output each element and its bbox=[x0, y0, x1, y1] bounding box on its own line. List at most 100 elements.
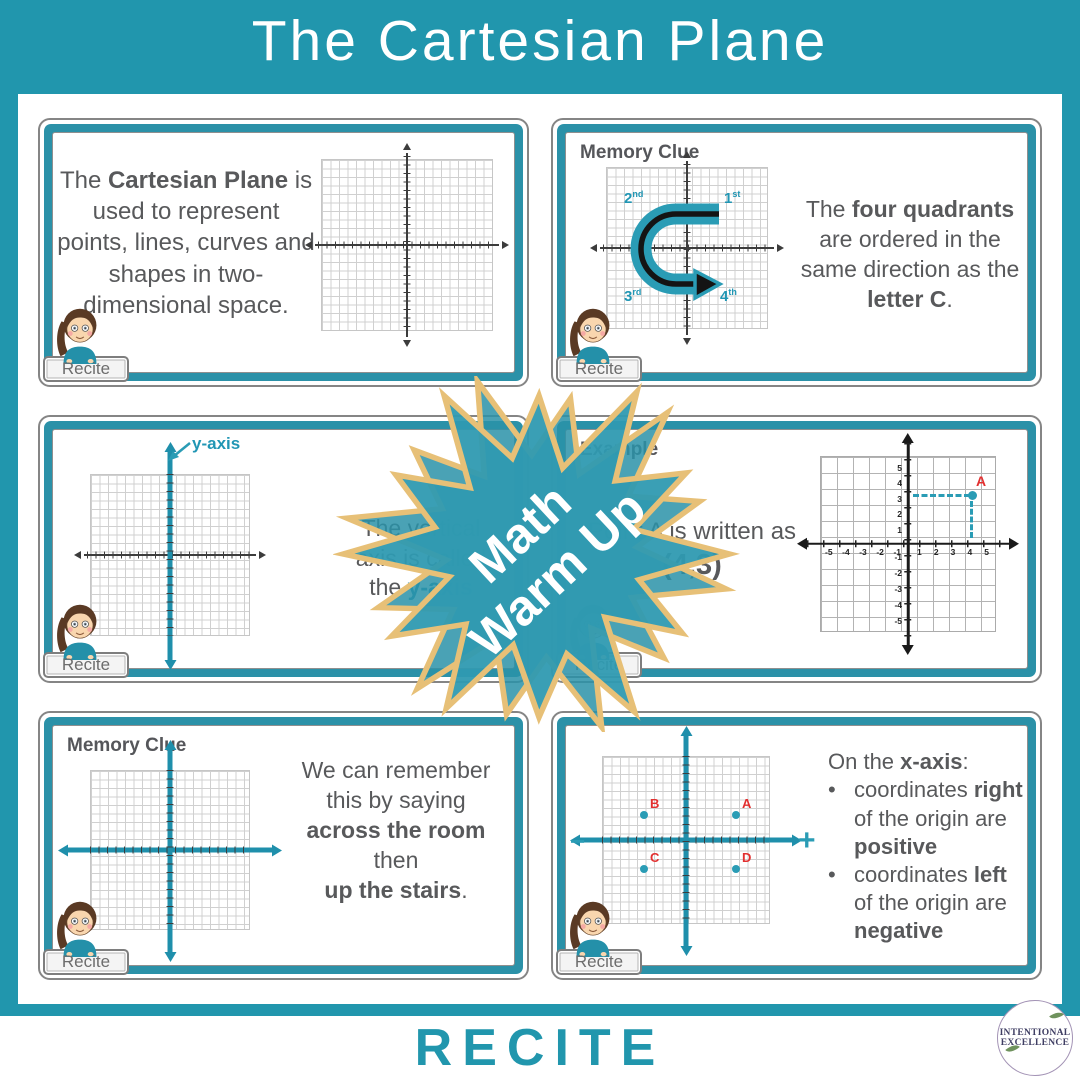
bullet-glyph: • bbox=[828, 861, 836, 887]
slide-6-text: On the x-axis: • coordinates right of the… bbox=[828, 748, 1024, 945]
text-segment: x-axis bbox=[900, 749, 963, 775]
bottom-teal-band bbox=[0, 1004, 1080, 1016]
slide-2-header: Memory Clue bbox=[580, 142, 700, 163]
text-segment: right bbox=[973, 777, 1023, 803]
point-b-dot bbox=[640, 811, 648, 820]
point-a-dot bbox=[732, 811, 740, 820]
tick-label: 3 bbox=[897, 493, 902, 504]
recite-badge: Recite bbox=[43, 895, 139, 975]
slide-2-quadrant-grid: 2nd 1st 3rd 4th bbox=[590, 151, 784, 345]
tick-label: 2 bbox=[897, 509, 902, 520]
recite-badge: Recite bbox=[43, 302, 139, 382]
point-a-label: A bbox=[976, 472, 987, 489]
tick-label: -5 bbox=[894, 615, 902, 626]
slide-2-text: The four quadrants are ordered in the sa… bbox=[796, 195, 1024, 315]
slide-6-points-grid: B A C D bbox=[570, 726, 802, 957]
slide-3-grid: y-axis bbox=[74, 434, 266, 670]
recite-tab: Recite bbox=[43, 355, 129, 382]
point-a-label: A bbox=[742, 796, 752, 812]
girl-avatar bbox=[570, 901, 610, 957]
girl-avatar bbox=[57, 901, 97, 957]
text-segment: The bbox=[805, 196, 852, 222]
logo-line-1: INTENTIONAL bbox=[999, 1028, 1071, 1038]
slide-6-intro: On the x-axis: bbox=[828, 748, 1024, 776]
recite-tab: Recite bbox=[43, 948, 129, 975]
y-axis-ticks bbox=[166, 473, 174, 636]
text-segment: coordinates bbox=[854, 777, 974, 803]
tick-label: -2 bbox=[894, 567, 902, 578]
tick-label: 4 bbox=[967, 546, 973, 557]
letter-c-arrow bbox=[630, 203, 724, 301]
slide-1-content: The Cartesian Plane is used to represent… bbox=[43, 132, 515, 382]
footer-label: RECITE bbox=[414, 1019, 666, 1077]
text-segment: of the origin are bbox=[854, 805, 1007, 831]
quadrant-3-label: 3rd bbox=[624, 287, 642, 305]
bullet-item: • coordinates left of the origin are nega… bbox=[828, 861, 1024, 945]
tick-label: -4 bbox=[842, 546, 850, 557]
tick-label: -3 bbox=[859, 546, 867, 557]
page-title: The Cartesian Plane bbox=[251, 9, 829, 73]
tick-label: 5 bbox=[984, 546, 989, 557]
y-axis bbox=[403, 143, 411, 347]
quadrant-4-label: 4th bbox=[720, 287, 737, 305]
text-segment: . bbox=[461, 876, 468, 903]
label-pointer-arrow bbox=[168, 441, 191, 461]
recite-badge: Recite bbox=[43, 598, 139, 679]
text-segment: of the origin are bbox=[854, 890, 1007, 916]
text-segment: negative bbox=[854, 918, 944, 944]
tick-label: 5 bbox=[897, 462, 902, 473]
point-d-label: D bbox=[742, 850, 752, 866]
text-segment: The bbox=[59, 167, 108, 194]
slide-5: Memory Clue We can remember this by sayin… bbox=[38, 711, 529, 980]
x-tick-labels-negative: -5 -4 -3 -2 -1 bbox=[825, 547, 901, 557]
quadrant-1-label: 1st bbox=[724, 189, 741, 207]
text-segment: Cartesian Plane bbox=[107, 167, 289, 194]
y-axis bbox=[902, 432, 914, 655]
slide-1-text: The Cartesian Plane is used to represent… bbox=[55, 165, 317, 321]
slide-5-text: We can remember this by saying across the … bbox=[281, 756, 511, 905]
text-segment: : bbox=[962, 749, 969, 775]
girl-avatar bbox=[57, 605, 97, 661]
text-segment: this by saying bbox=[326, 787, 466, 814]
text-segment: . bbox=[946, 285, 953, 312]
bullet-text: coordinates left of the origin are negat… bbox=[854, 861, 1024, 945]
text-segment: up the stairs bbox=[324, 876, 462, 903]
y-axis bbox=[683, 151, 691, 345]
tick-label: 1 bbox=[897, 524, 902, 535]
slide-6-frame: B A C D − + On the x-axis: • coordinates … bbox=[556, 717, 1036, 975]
bullet-item: • coordinates right of the origin are pos… bbox=[828, 776, 1024, 860]
tick-label: 4 bbox=[897, 478, 902, 489]
slide-5-content: Memory Clue We can remember this by sayin… bbox=[43, 725, 515, 975]
slide-2: Memory Clue 2nd 1st 3rd 4th bbox=[551, 118, 1042, 387]
text-segment: positive bbox=[854, 833, 938, 859]
tick-label: -1 bbox=[893, 546, 901, 557]
slide-1: The Cartesian Plane is used to represent… bbox=[38, 118, 529, 387]
y-axis-label: y-axis bbox=[192, 433, 241, 453]
dashed-line-horizontal bbox=[913, 493, 970, 497]
y-tick-labels-negative: -1 -2 -3 -4 -5 bbox=[876, 552, 902, 626]
bullet-glyph: • bbox=[828, 777, 836, 803]
leaf-icon bbox=[1049, 1008, 1064, 1023]
text-segment: We can remember bbox=[301, 757, 491, 784]
text-segment: left bbox=[973, 861, 1007, 887]
slides-panel: The Cartesian Plane is used to represent… bbox=[18, 94, 1062, 1004]
point-c-dot bbox=[640, 865, 648, 874]
recite-tab: Recite bbox=[43, 652, 129, 679]
slide-1-coordinate-grid bbox=[305, 143, 509, 347]
y-tick-labels-positive: 5 4 3 2 1 bbox=[882, 463, 902, 535]
tick-label: 3 bbox=[950, 546, 956, 557]
y-axis-ticks bbox=[682, 756, 690, 925]
recite-badge: Recite bbox=[556, 895, 652, 975]
slide-1-frame: The Cartesian Plane is used to represent… bbox=[43, 124, 523, 382]
text-segment: letter C bbox=[867, 285, 947, 312]
slide-5-header: Memory Clue bbox=[67, 735, 187, 757]
text-segment: On the bbox=[828, 749, 901, 775]
bullet-text: coordinates right of the origin are posi… bbox=[854, 776, 1024, 860]
y-axis-ticks bbox=[166, 770, 174, 931]
tick-label: -3 bbox=[894, 583, 902, 594]
negative-sign: − bbox=[570, 826, 586, 857]
slide-2-content: Memory Clue 2nd 1st 3rd 4th bbox=[556, 132, 1028, 382]
tick-label: -2 bbox=[876, 546, 884, 557]
